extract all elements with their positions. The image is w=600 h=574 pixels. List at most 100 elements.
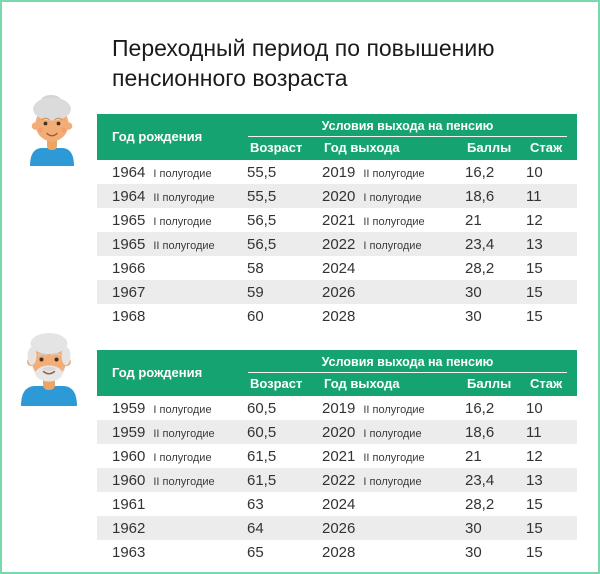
service-cell: 11 — [526, 187, 542, 205]
service-cell: 15 — [526, 495, 543, 513]
points-cell: 30 — [465, 283, 482, 301]
exit-half-year-label: II полугодие — [363, 451, 425, 464]
column-header-points: Баллы — [467, 140, 512, 155]
exit-year-cell: 2020 I полугодие — [317, 188, 457, 205]
exit-year-value: 2026 — [322, 519, 356, 537]
exit-half-year-label: I полугодие — [363, 475, 422, 488]
service-cell: 15 — [526, 307, 543, 325]
exit-year-cell: 2022 I полугодие — [317, 472, 457, 489]
points-cell: 16,2 — [465, 399, 495, 417]
age-cell: 61,5 — [247, 471, 277, 489]
points-cell: 30 — [465, 307, 482, 325]
table-row: 1965 I полугодие 56,5 2021 II полугодие 21… — [97, 208, 577, 232]
exit-half-year-label: I полугодие — [363, 239, 422, 252]
table-row: 1966 58 2024 28,2 15 — [97, 256, 577, 280]
birth-year-cell: 1968 — [97, 308, 242, 325]
table-row: 1962 64 2026 30 15 — [97, 516, 577, 540]
table-row: 1964 II полугодие 55,5 2020 I полугодие 18… — [97, 184, 577, 208]
elderly-man-avatar-icon — [16, 330, 82, 411]
exit-year-cell: 2019 II полугодие — [317, 164, 457, 181]
service-cell: 15 — [526, 283, 543, 301]
pension-table-men: Год рождения Условия выхода на пенсию Во… — [97, 350, 577, 564]
exit-year-value: 2019 — [322, 163, 356, 181]
service-cell: 11 — [526, 423, 542, 441]
age-cell: 65 — [247, 543, 264, 561]
exit-year-value: 2022 — [322, 471, 356, 489]
birth-year-cell: 1963 — [97, 544, 242, 561]
exit-year-value: 2019 — [322, 399, 356, 417]
age-cell: 63 — [247, 495, 264, 513]
exit-year-value: 2021 — [322, 447, 356, 465]
birth-half-year-label: I полугодие — [153, 167, 212, 180]
table-row: 1960 II полугодие 61,5 2022 I полугодие 23… — [97, 468, 577, 492]
birth-year-value: 1965 — [112, 235, 146, 253]
exit-year-value: 2022 — [322, 235, 356, 253]
points-cell: 23,4 — [465, 235, 495, 253]
table-row: 1960 I полугодие 61,5 2021 II полугодие 21… — [97, 444, 577, 468]
birth-year-cell: 1961 — [97, 496, 242, 513]
column-header-service: Стаж — [530, 376, 563, 391]
birth-year-value: 1963 — [112, 543, 146, 561]
birth-year-value: 1966 — [112, 259, 146, 277]
birth-year-value: 1968 — [112, 307, 146, 325]
exit-half-year-label: II полугодие — [363, 215, 425, 228]
exit-year-cell: 2021 II полугодие — [317, 212, 457, 229]
birth-half-year-label: I полугодие — [153, 451, 212, 464]
page-title-line2: пенсионного возраста — [112, 65, 348, 91]
birth-half-year-label: II полугодие — [153, 427, 215, 440]
birth-year-cell: 1964 II полугодие — [97, 188, 242, 205]
exit-year-cell: 2026 — [317, 284, 457, 301]
service-cell: 12 — [526, 447, 543, 465]
birth-year-value: 1964 — [112, 163, 146, 181]
table-row: 1965 II полугодие 56,5 2022 I полугодие 23… — [97, 232, 577, 256]
service-cell: 10 — [526, 399, 543, 417]
age-cell: 55,5 — [247, 163, 277, 181]
birth-year-value: 1959 — [112, 423, 146, 441]
age-cell: 64 — [247, 519, 264, 537]
points-cell: 21 — [465, 447, 482, 465]
exit-year-cell: 2028 — [317, 544, 457, 561]
birth-year-value: 1964 — [112, 187, 146, 205]
column-header-points: Баллы — [467, 376, 512, 391]
birth-year-cell: 1960 II полугодие — [97, 472, 242, 489]
table-body-women: 1964 I полугодие 55,5 2019 II полугодие 16… — [97, 160, 577, 328]
exit-half-year-label: II полугодие — [363, 167, 425, 180]
birth-year-value: 1960 — [112, 471, 146, 489]
age-cell: 56,5 — [247, 235, 277, 253]
birth-half-year-label: I полугодие — [153, 403, 212, 416]
service-cell: 15 — [526, 259, 543, 277]
table-header: Год рождения Условия выхода на пенсию Во… — [97, 350, 577, 396]
page-title-line1: Переходный период по повышению — [112, 35, 495, 61]
column-header-service: Стаж — [530, 140, 563, 155]
service-cell: 13 — [526, 235, 543, 253]
points-cell: 30 — [465, 543, 482, 561]
birth-year-value: 1959 — [112, 399, 146, 417]
elderly-woman-avatar-icon — [23, 94, 81, 171]
column-group-conditions: Условия выхода на пенсию — [248, 350, 567, 373]
birth-year-cell: 1962 — [97, 520, 242, 537]
table-row: 1968 60 2028 30 15 — [97, 304, 577, 328]
table-row: 1959 I полугодие 60,5 2019 II полугодие 16… — [97, 396, 577, 420]
exit-half-year-label: II полугодие — [363, 403, 425, 416]
exit-year-cell: 2024 — [317, 260, 457, 277]
table-header: Год рождения Условия выхода на пенсию Во… — [97, 114, 577, 160]
exit-year-cell: 2019 II полугодие — [317, 400, 457, 417]
points-cell: 23,4 — [465, 471, 495, 489]
column-header-age: Возраст — [250, 376, 303, 391]
exit-year-value: 2028 — [322, 307, 356, 325]
birth-year-value: 1960 — [112, 447, 146, 465]
column-header-birth-year: Год рождения — [112, 129, 203, 144]
column-header-exit-year: Год выхода — [324, 376, 400, 391]
column-header-exit-year: Год выхода — [324, 140, 400, 155]
table-subheader: Возраст Год выхода Баллы Стаж — [242, 373, 577, 396]
exit-year-cell: 2024 — [317, 496, 457, 513]
birth-year-value: 1967 — [112, 283, 146, 301]
column-header-birth-year: Год рождения — [112, 365, 203, 380]
points-cell: 30 — [465, 519, 482, 537]
exit-year-cell: 2028 — [317, 308, 457, 325]
birth-half-year-label: II полугодие — [153, 475, 215, 488]
birth-half-year-label: II полугодие — [153, 191, 215, 204]
birth-year-cell: 1967 — [97, 284, 242, 301]
table-body-men: 1959 I полугодие 60,5 2019 II полугодие 16… — [97, 396, 577, 564]
